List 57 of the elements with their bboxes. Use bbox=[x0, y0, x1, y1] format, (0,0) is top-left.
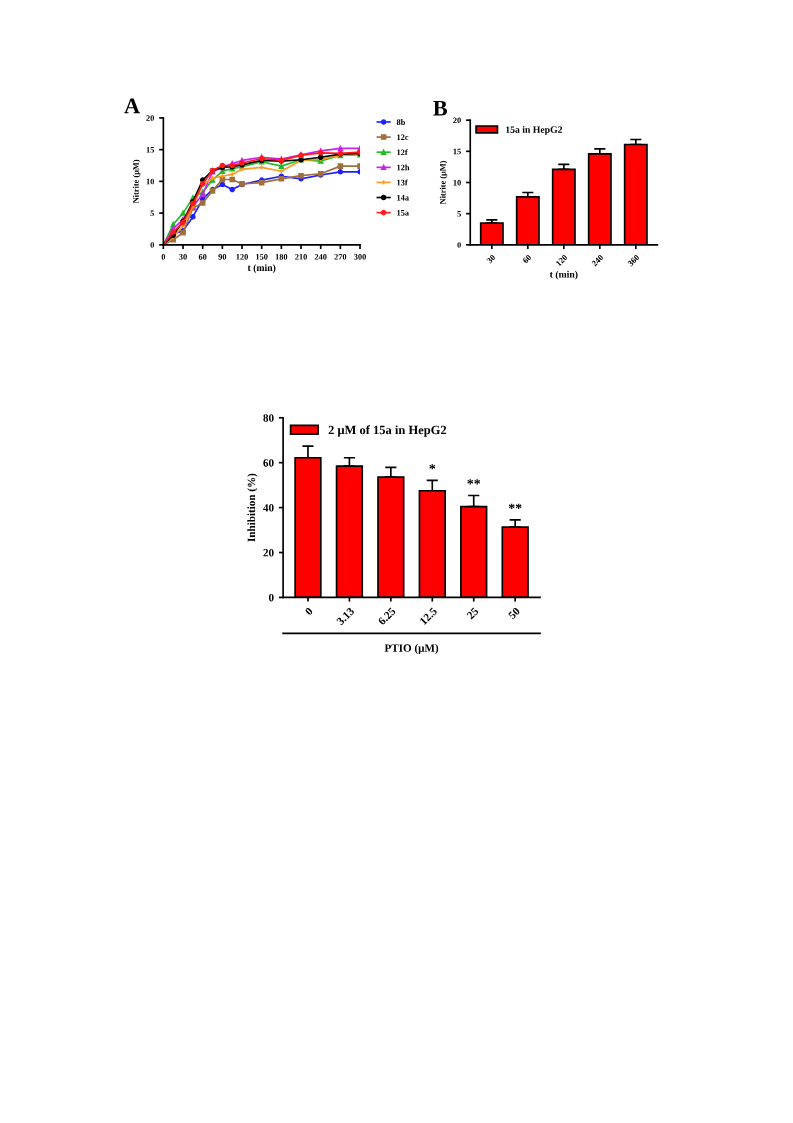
y-tick-label: 10 bbox=[453, 179, 461, 186]
legend-label: 8b bbox=[396, 119, 405, 125]
chart-title: A bbox=[124, 98, 140, 114]
x-tick-label: 90 bbox=[218, 254, 227, 260]
x-tick-label: 0 bbox=[161, 254, 166, 260]
y-tick-label: 40 bbox=[263, 504, 274, 512]
x-tick-label: 120 bbox=[236, 254, 248, 260]
legend-label: 12c bbox=[397, 134, 409, 141]
y-axis-title: Inhibition (%) bbox=[247, 473, 258, 542]
legend-label: 12h bbox=[397, 164, 410, 171]
x-axis-title: t (min) bbox=[549, 270, 578, 280]
x-tick-label: 0 bbox=[304, 606, 314, 616]
y-tick-label: 5 bbox=[457, 211, 461, 217]
x-tick-label: 120 bbox=[555, 254, 568, 267]
chart-title: B bbox=[433, 100, 448, 116]
x-tick-label: 60 bbox=[522, 254, 532, 264]
y-tick-label: 0 bbox=[150, 242, 155, 248]
y-tick-label: 80 bbox=[263, 414, 274, 422]
annotation: ** bbox=[467, 479, 481, 485]
x-axis-title: PTIO (μM) bbox=[384, 644, 439, 655]
y-tick-label: 20 bbox=[263, 548, 274, 557]
x-tick-label: 270 bbox=[334, 254, 347, 260]
y-tick-label: 10 bbox=[146, 178, 155, 185]
x-tick-label: 12.5 bbox=[419, 607, 438, 626]
x-tick-label: 60 bbox=[198, 254, 207, 260]
x-tick-label: 25 bbox=[466, 607, 479, 620]
x-tick-label: 360 bbox=[627, 254, 640, 267]
y-tick-label: 15 bbox=[453, 148, 461, 155]
x-tick-label: 6.25 bbox=[377, 607, 397, 626]
y-tick-label: 0 bbox=[268, 593, 274, 602]
y-axis-title: Nitrite (μM) bbox=[132, 159, 141, 204]
y-tick-label: 60 bbox=[263, 459, 274, 467]
annotation: ** bbox=[508, 503, 522, 509]
x-tick-label: 3.13 bbox=[336, 606, 355, 626]
legend-label: 14a bbox=[397, 194, 409, 201]
x-tick-label: 150 bbox=[256, 254, 268, 260]
y-tick-label: 20 bbox=[453, 117, 461, 124]
legend-label: 15a bbox=[397, 210, 409, 216]
x-tick-label: 50 bbox=[507, 606, 521, 620]
legend-label: 12f bbox=[397, 149, 408, 156]
x-tick-label: 240 bbox=[314, 254, 327, 260]
x-tick-label: 210 bbox=[295, 254, 307, 260]
y-tick-label: 5 bbox=[150, 210, 155, 217]
x-tick-label: 30 bbox=[486, 254, 496, 264]
legend-label: 15a in HepG2 bbox=[506, 126, 563, 135]
x-tick-label: 240 bbox=[591, 254, 604, 267]
y-tick-label: 15 bbox=[146, 147, 155, 153]
annotation: * bbox=[429, 464, 436, 470]
y-tick-label: 20 bbox=[146, 115, 155, 121]
y-axis-title: Nitrite (μM) bbox=[439, 160, 448, 205]
x-tick-label: 180 bbox=[275, 254, 288, 260]
x-tick-label: 300 bbox=[354, 254, 366, 260]
x-tick-label: 30 bbox=[179, 254, 187, 260]
x-axis-title: t (min) bbox=[247, 264, 276, 273]
legend-label: 13f bbox=[397, 179, 408, 186]
legend-label: 2 μM of 15a in HepG2 bbox=[328, 425, 447, 437]
y-tick-label: 0 bbox=[457, 242, 461, 248]
